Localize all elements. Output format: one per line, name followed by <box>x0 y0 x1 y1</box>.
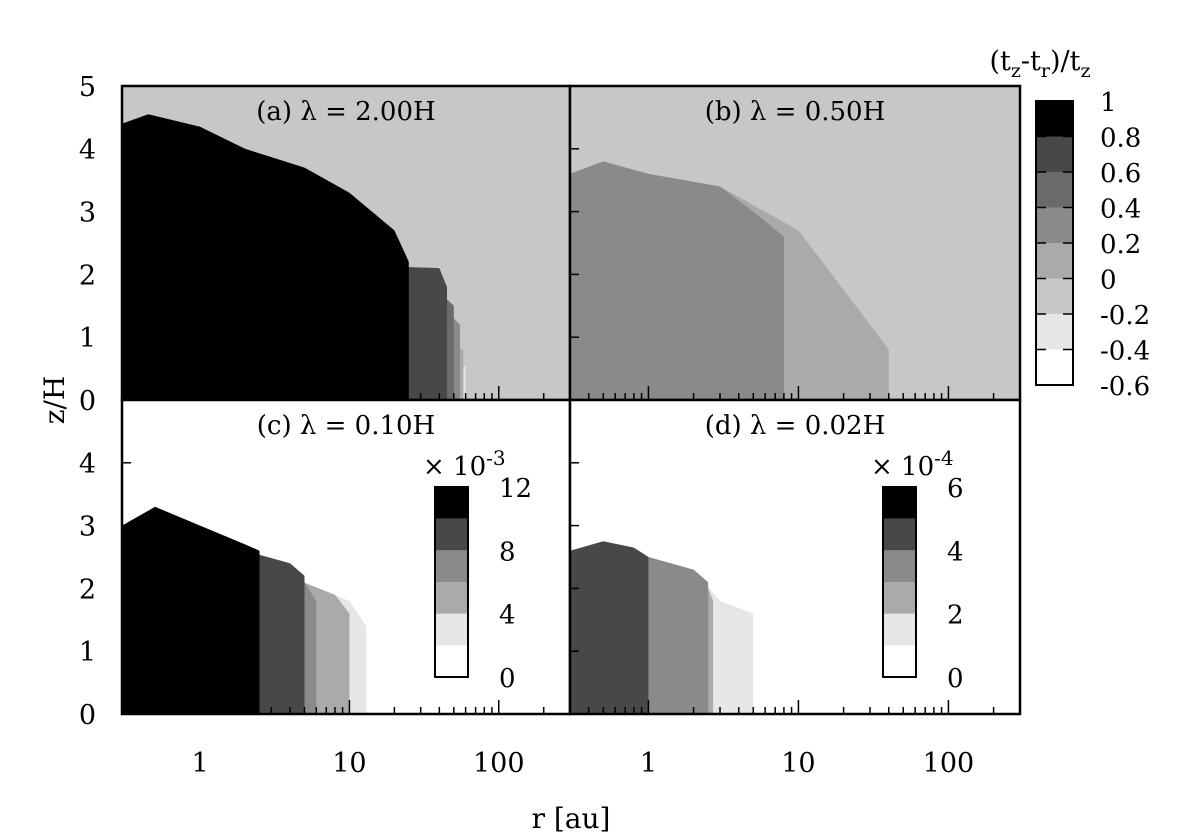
colorbar-tick-label: 0.4 <box>1100 195 1141 225</box>
x-tick-label: 100 <box>923 748 975 779</box>
colorbar-swatch <box>1036 349 1073 385</box>
colorbar-tick-label: -0.6 <box>1100 372 1150 402</box>
colorbar-swatch <box>435 550 468 582</box>
panel-title: (a) λ = 2.00H <box>256 97 435 127</box>
colorbar-swatch <box>435 613 468 646</box>
colorbar-swatch <box>435 487 468 519</box>
colorbar-swatch <box>435 518 468 551</box>
colorbar-swatch <box>1036 101 1073 137</box>
panel-title: (d) λ = 0.02H <box>705 411 886 441</box>
y-tick-label: 1 <box>79 323 96 354</box>
panel-d: (d) λ = 0.02H 0 2 4 6× 10-4 <box>568 398 1022 716</box>
y-tick-label: 2 <box>79 574 96 605</box>
colorbar-tick-label: 0 <box>947 664 964 694</box>
colorbar-swatch <box>435 645 468 677</box>
colorbar-swatch <box>1036 172 1073 208</box>
colorbar-tick-label: 8 <box>499 537 516 567</box>
colorbar-exponent: × 10-4 <box>871 446 954 482</box>
y-tick-label: 2 <box>79 260 96 291</box>
colorbar-tick-label: 1 <box>1100 88 1117 118</box>
y-axis-label: z/H <box>38 376 71 425</box>
y-tick-label: 0 <box>79 386 96 417</box>
y-tick-label: 1 <box>79 637 96 668</box>
panel-colorbar: 0 4 8 12× 10-3 <box>423 446 532 694</box>
colorbar-swatch <box>1036 278 1073 314</box>
colorbar-tick-label: 0 <box>499 664 516 694</box>
panel-b: (b) λ = 0.50H <box>568 84 1022 402</box>
colorbar-exponent: × 10-3 <box>423 446 506 482</box>
colorbar-swatch <box>435 582 468 614</box>
contour-level-4 <box>570 541 649 714</box>
colorbar-tick-label: 2 <box>947 601 964 631</box>
colorbar-swatch <box>883 487 916 519</box>
colorbar-tick-label: 0.8 <box>1100 124 1141 154</box>
colorbar-tick-label: 6 <box>947 474 964 504</box>
colorbar-tick-label: -0.2 <box>1100 301 1150 331</box>
panel-colorbar: 0 2 4 6× 10-4 <box>871 446 964 694</box>
colorbar-swatch <box>883 518 916 551</box>
colorbar-swatch <box>883 613 916 646</box>
y-tick-label: 5 <box>79 72 96 103</box>
colorbar-swatch <box>1036 243 1073 279</box>
y-tick-label: 3 <box>79 198 96 229</box>
colorbar-swatch <box>1036 136 1073 172</box>
colorbar-swatch <box>1036 207 1073 243</box>
colorbar-swatch <box>883 582 916 614</box>
x-tick-label: 1 <box>191 748 208 779</box>
colorbar-tick-label: 0.2 <box>1100 230 1141 260</box>
panel-c: (c) λ = 0.10H 0 4 8 12× 10-3 <box>120 398 572 716</box>
x-tick-label: 10 <box>781 748 815 779</box>
colorbar-tick-label: -0.4 <box>1100 337 1150 367</box>
colorbar-label: (tz-tr)/tz <box>990 46 1091 82</box>
panel-frame <box>568 398 1022 716</box>
contour-level-5 <box>122 506 260 714</box>
colorbar-tick-label: 4 <box>947 537 964 567</box>
y-tick-label: 0 <box>79 700 96 731</box>
panel-title: (b) λ = 0.50H <box>705 97 886 127</box>
colorbar-tick-label: 12 <box>499 474 532 504</box>
x-tick-label: 10 <box>332 748 366 779</box>
x-axis-label: r [au] <box>532 802 611 835</box>
y-tick-label: 3 <box>79 512 96 543</box>
colorbar-swatch <box>883 550 916 582</box>
colorbar-tick-label: 0.6 <box>1100 159 1141 189</box>
contour-level-2 <box>570 161 784 400</box>
x-tick-label: 1 <box>640 748 657 779</box>
panel-title: (c) λ = 0.10H <box>257 411 435 441</box>
contour-level-6 <box>122 114 409 401</box>
y-tick-label: 4 <box>79 449 96 480</box>
colorbar-tick-label: 0 <box>1100 266 1117 296</box>
colorbar-swatch <box>883 645 916 677</box>
panel-a: (a) λ = 2.00H <box>120 84 572 402</box>
x-tick-label: 100 <box>473 748 525 779</box>
colorbar-swatch <box>1036 314 1073 350</box>
y-tick-label: 4 <box>79 135 96 166</box>
colorbar-tick-label: 4 <box>499 601 516 631</box>
main-colorbar: 1 0.8 0.6 0.4 0.2 0 -0.2 -0.4 -0.6 (tz-tr)/tz <box>990 46 1151 402</box>
colorbar-frame <box>882 486 917 678</box>
colorbar-frame <box>434 486 469 678</box>
